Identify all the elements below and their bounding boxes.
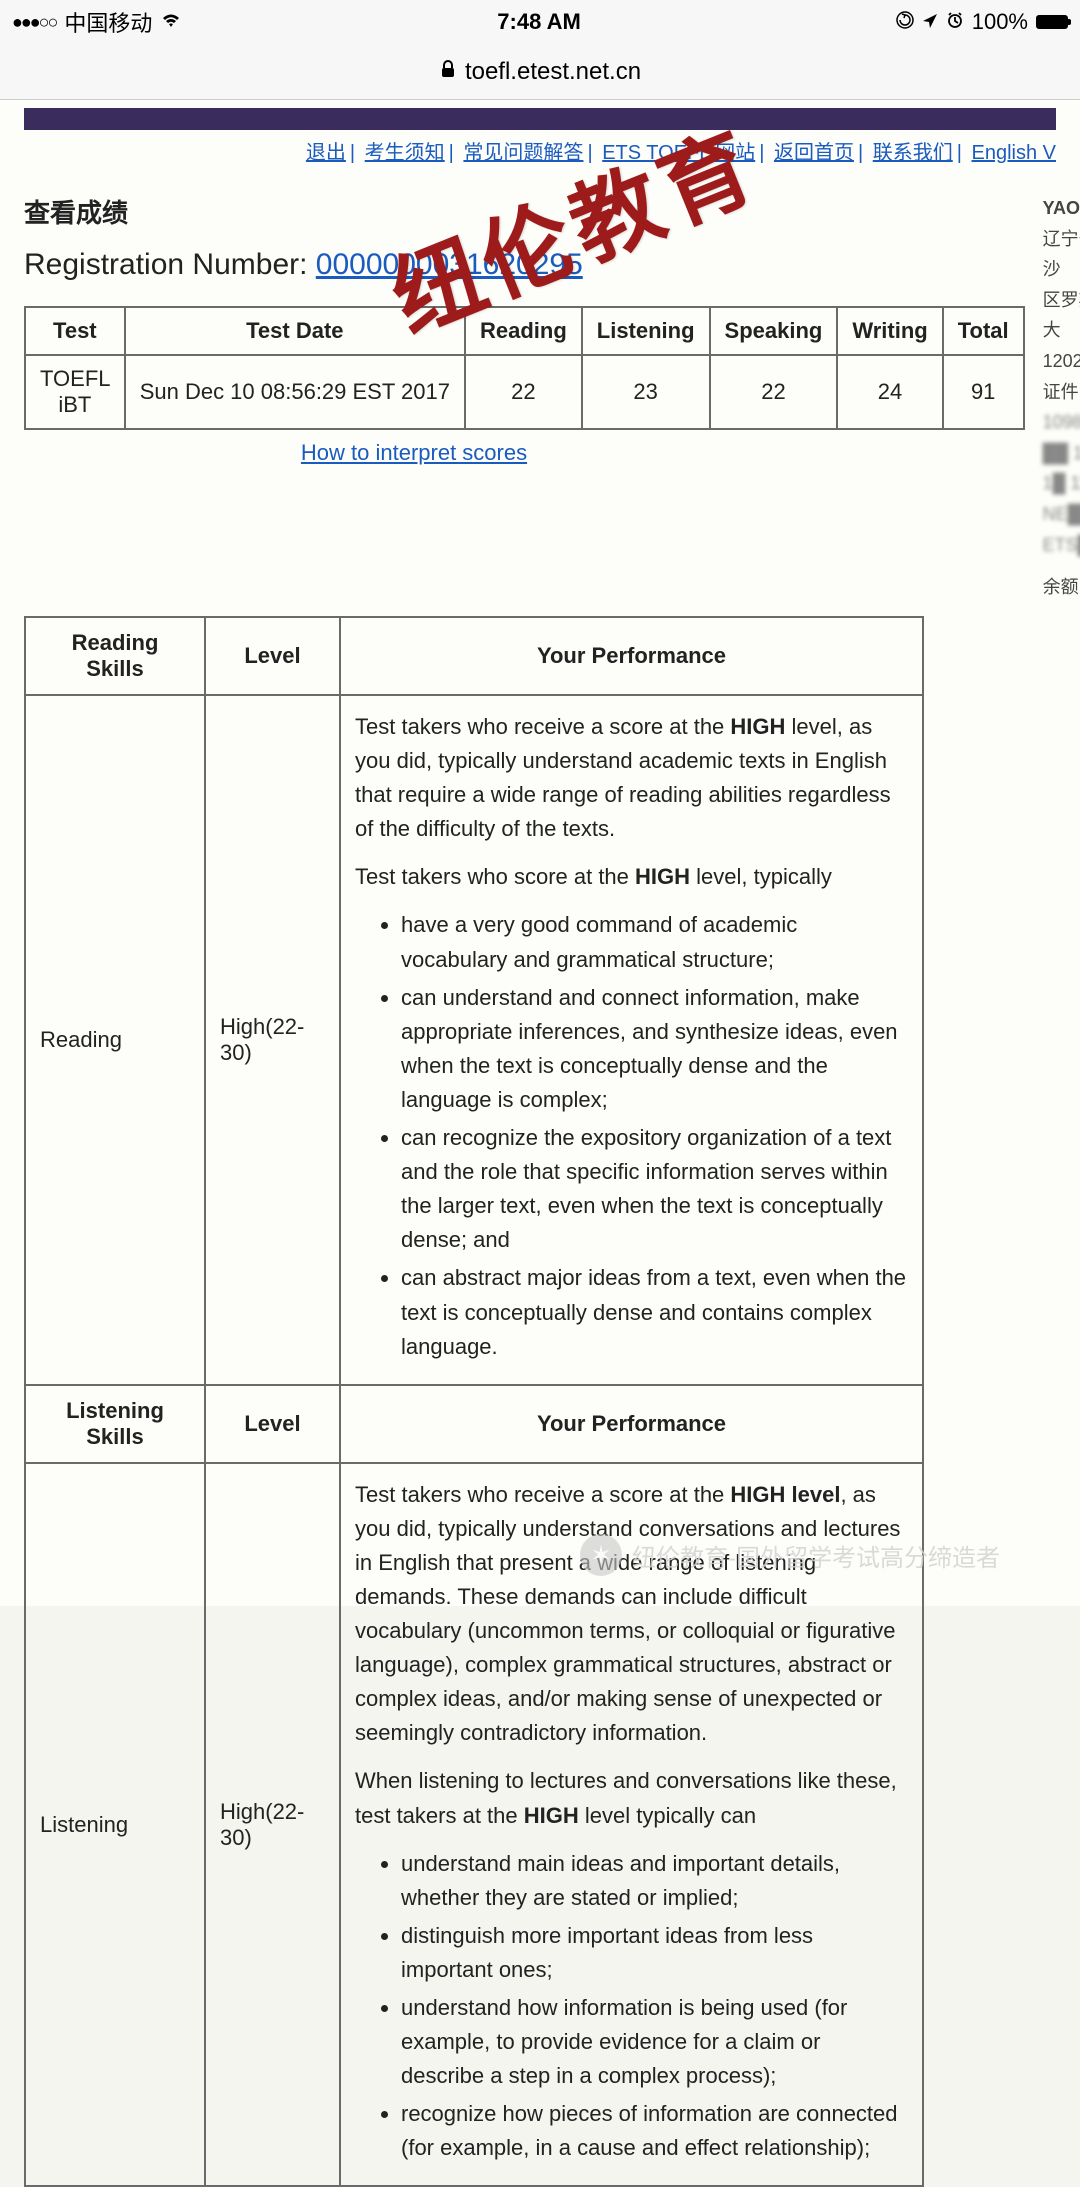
reading-bullet: have a very good command of academic voc… <box>401 908 908 976</box>
reg-label: Registration Number: <box>24 248 316 281</box>
score-table: Test Test Date Reading Listening Speakin… <box>24 306 1025 430</box>
sidebar: YAOCHEN LI 辽宁省大连市沙 区罗斯福国际大 1202 证件 10983… <box>1043 193 1080 2187</box>
th-total: Total <box>943 307 1024 355</box>
battery-icon <box>1036 15 1068 29</box>
main-column: 查看成绩 Registration Number: 00000000316202… <box>24 193 1025 2187</box>
view-scores-heading: 查看成绩 <box>24 193 1025 230</box>
nav-ets[interactable]: ETS TOEFL 网站 <box>602 142 755 164</box>
sidebar-balance: 余额: RMB¥ 0 <box>1043 572 1080 603</box>
orientation-lock-icon <box>896 9 914 35</box>
status-time: 7:48 AM <box>497 9 581 35</box>
td-writing: 24 <box>837 355 942 429</box>
sidebar-addr: 区罗斯福国际大 <box>1043 285 1080 346</box>
listening-bullet: understand main ideas and important deta… <box>401 1847 908 1915</box>
wifi-icon <box>160 9 182 35</box>
sidebar-blurred-info: 1098325545.3██ 1157751█ 11225NE██ETS██35… <box>1043 407 1080 560</box>
td-date: Sun Dec 10 08:56:29 EST 2017 <box>125 355 465 429</box>
th-listening-skills: Listening Skills <box>25 1385 205 1463</box>
nav-home[interactable]: 返回首页 <box>774 142 854 164</box>
th-listening-perf: Your Performance <box>340 1385 923 1463</box>
listening-bullet: recognize how pieces of information are … <box>401 2097 908 2165</box>
battery-percent: 100% <box>972 9 1028 35</box>
footer-watermark: ✶ 纽伦教育-国外留学考试高分缔造者 <box>580 1534 1000 1576</box>
wechat-icon: ✶ <box>580 1534 622 1576</box>
sidebar-name: YAOCHEN LI <box>1043 193 1080 224</box>
footer-watermark-text: 纽伦教育-国外留学考试高分缔造者 <box>632 1538 1000 1573</box>
td-reading-level: High(22-30) <box>205 695 340 1385</box>
reg-number-link[interactable]: 0000000031620295 <box>316 248 583 281</box>
reading-skills-table: Reading Skills Level Your Performance Re… <box>24 616 924 2187</box>
interpret-link-row: How to interpret scores <box>24 440 804 466</box>
th-reading-level: Level <box>205 617 340 695</box>
interpret-scores-link[interactable]: How to interpret scores <box>301 440 527 465</box>
listening-bullet: understand how information is being used… <box>401 1991 908 2093</box>
lock-icon <box>439 58 457 86</box>
td-reading: 22 <box>465 355 582 429</box>
td-reading-perf: Test takers who receive a score at the H… <box>340 695 923 1385</box>
url-text: toefl.etest.net.cn <box>465 58 641 86</box>
score-table-header-row: Test Test Date Reading Listening Speakin… <box>25 307 1024 355</box>
sidebar-addr: 1202 <box>1043 346 1080 377</box>
listening-bullet: distinguish more important ideas from le… <box>401 1919 908 1987</box>
td-listening: 23 <box>582 355 710 429</box>
carrier-label: 中国移动 <box>64 6 152 38</box>
nav-contact[interactable]: 联系我们 <box>873 142 953 164</box>
sidebar-addr: 辽宁省大连市沙 <box>1043 224 1080 285</box>
browser-url-bar[interactable]: toefl.etest.net.cn <box>0 44 1080 100</box>
th-reading-perf: Your Performance <box>340 617 923 695</box>
reading-bullet: can understand and connect information, … <box>401 981 908 1117</box>
td-reading-skill: Reading <box>25 695 205 1385</box>
td-listening-level: High(22-30) <box>205 1463 340 2187</box>
nav-faq[interactable]: 常见问题解答 <box>463 142 583 164</box>
reading-bullet: can abstract major ideas from a text, ev… <box>401 1261 908 1363</box>
th-listening-level: Level <box>205 1385 340 1463</box>
th-date: Test Date <box>125 307 465 355</box>
nav-logout[interactable]: 退出 <box>306 142 346 164</box>
td-test: TOEFL iBT <box>25 355 125 429</box>
th-speaking: Speaking <box>710 307 838 355</box>
registration-number-row: Registration Number: 0000000031620295 <box>24 248 1025 282</box>
td-speaking: 22 <box>710 355 838 429</box>
reading-bullet: can recognize the expository organizatio… <box>401 1121 908 1257</box>
site-banner <box>24 108 1056 130</box>
th-writing: Writing <box>837 307 942 355</box>
ios-status-bar: ●●●○○ 中国移动 7:48 AM 100% <box>0 0 1080 44</box>
th-listening: Listening <box>582 307 710 355</box>
location-icon <box>922 9 938 35</box>
nav-english[interactable]: English V <box>972 142 1057 164</box>
alarm-icon <box>946 9 964 35</box>
td-listening-skill: Listening <box>25 1463 205 2187</box>
td-total: 91 <box>943 355 1024 429</box>
status-left: ●●●○○ 中国移动 <box>12 6 182 38</box>
nav-notice[interactable]: 考生须知 <box>365 142 445 164</box>
score-table-data-row: TOEFL iBT Sun Dec 10 08:56:29 EST 2017 2… <box>25 355 1024 429</box>
top-nav: 退出| 考生须知| 常见问题解答| ETS TOEFL 网站| 返回首页| 联系… <box>24 136 1056 165</box>
th-reading: Reading <box>465 307 582 355</box>
th-test: Test <box>25 307 125 355</box>
sidebar-id-label: 证件 <box>1043 377 1080 408</box>
page-content: 退出| 考生须知| 常见问题解答| ETS TOEFL 网站| 返回首页| 联系… <box>0 100 1080 1606</box>
signal-strength-icon: ●●●○○ <box>12 12 56 33</box>
th-reading-skills: Reading Skills <box>25 617 205 695</box>
status-right: 100% <box>896 9 1068 35</box>
